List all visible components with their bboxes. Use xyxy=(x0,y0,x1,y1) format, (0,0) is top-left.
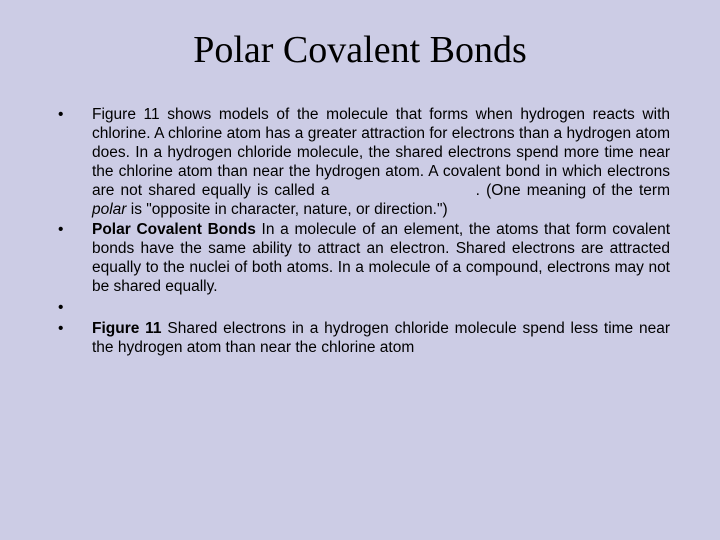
slide-container: Polar Covalent Bonds • Figure 11 shows m… xyxy=(0,0,720,540)
bullet-item: • xyxy=(50,299,670,318)
b4-rest: Shared electrons in a hydrogen chloride … xyxy=(92,320,670,356)
bullet-text-2: Polar Covalent Bonds In a molecule of an… xyxy=(92,221,670,297)
bullet-marker-icon: • xyxy=(50,299,92,318)
b1-text-2: . (One meaning of the term xyxy=(476,182,670,199)
b1-text-3: is "opposite in character, nature, or di… xyxy=(126,201,447,218)
b1-polar: polar xyxy=(92,201,126,218)
bullet-marker-icon: • xyxy=(50,106,92,219)
bullet-text-4: Figure 11 Shared electrons in a hydrogen… xyxy=(92,320,670,358)
slide-content: • Figure 11 shows models of the molecule… xyxy=(50,106,670,358)
b4-bold: Figure 11 xyxy=(92,320,162,337)
bullet-text-1: Figure 11 shows models of the molecule t… xyxy=(92,106,670,219)
bullet-marker-icon: • xyxy=(50,221,92,297)
slide-title: Polar Covalent Bonds xyxy=(50,28,670,72)
bullet-text-3 xyxy=(92,299,670,318)
bullet-item: • Figure 11 shows models of the molecule… xyxy=(50,106,670,219)
bullet-marker-icon: • xyxy=(50,320,92,358)
bullet-item: • Polar Covalent Bonds In a molecule of … xyxy=(50,221,670,297)
bullet-item: • Figure 11 Shared electrons in a hydrog… xyxy=(50,320,670,358)
b2-bold: Polar Covalent Bonds xyxy=(92,221,256,238)
